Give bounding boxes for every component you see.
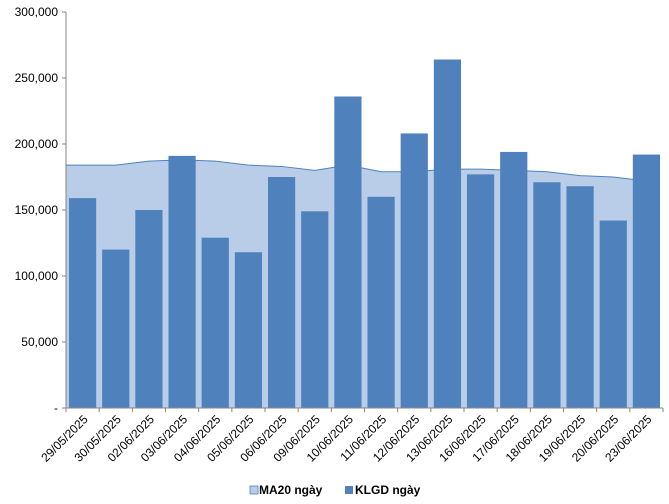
y-tick-label: 100,000 [15,269,59,283]
bar-klgd-16-06-2025 [466,174,495,408]
bar-klgd-29-05-2025 [68,198,97,408]
bar-klgd-09-06-2025 [301,211,329,408]
bars-layer [68,59,661,409]
y-tick-label: - [54,401,58,415]
legend-swatch-ma20 [249,485,259,495]
bar-klgd-17-06-2025 [500,151,528,409]
bar-klgd-23-06-2025 [632,154,661,408]
y-tick-label: 150,000 [15,203,59,217]
bar-klgd-18-06-2025 [533,182,561,408]
bar-klgd-11-06-2025 [367,196,395,408]
bar-klgd-20-06-2025 [599,220,627,408]
legend-label-ma20: MA20 ngày [259,483,323,497]
bar-klgd-19-06-2025 [566,186,594,408]
legend: MA20 ngày KLGD ngày [249,483,421,497]
legend-label-klgd: KLGD ngày [355,483,421,497]
bar-klgd-10-06-2025 [334,96,362,408]
y-tick-label: 300,000 [15,5,59,19]
bar-klgd-05-06-2025 [234,252,263,408]
x-tick-labels: 29/05/202530/05/202502/06/202503/06/2025… [38,412,654,465]
y-tick-label: 50,000 [21,335,58,349]
y-tick-label: 250,000 [15,71,59,85]
bar-klgd-04-06-2025 [201,237,229,408]
legend-swatch-klgd [345,486,353,494]
bar-klgd-30-05-2025 [102,249,130,408]
y-tick-label: 200,000 [15,137,59,151]
bar-klgd-03-06-2025 [168,155,196,408]
axes-layer [62,11,664,412]
bar-klgd-13-06-2025 [433,59,462,409]
y-tick-labels: - 50,000 100,000 150,000 200,000 250,000 300,0… [15,5,59,415]
bar-klgd-06-06-2025 [267,177,296,408]
bar-klgd-02-06-2025 [135,210,163,408]
bar-klgd-12-06-2025 [400,133,428,408]
